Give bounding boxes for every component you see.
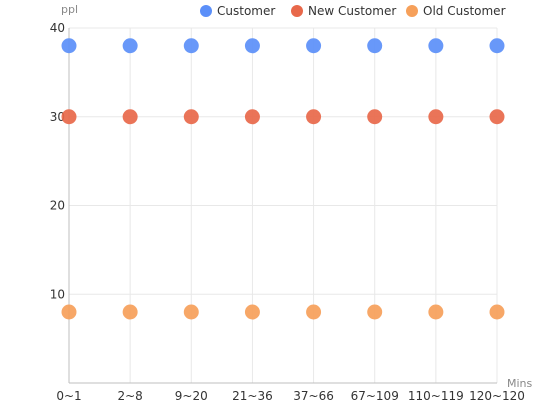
data-point-old-customer[interactable] — [428, 304, 444, 320]
legend-marker-icon — [291, 5, 303, 17]
legend-item-old-customer[interactable]: Old Customer — [406, 4, 506, 18]
legend-item-customer[interactable]: Customer — [200, 4, 275, 18]
legend-marker-icon — [200, 5, 212, 17]
data-point-customer[interactable] — [428, 38, 444, 54]
data-point-new-customer[interactable] — [183, 109, 199, 125]
legend-label: New Customer — [308, 4, 396, 18]
data-point-customer[interactable] — [244, 38, 260, 54]
legend-label: Customer — [217, 4, 275, 18]
y-axis-label: ppl — [61, 3, 78, 16]
data-point-old-customer[interactable] — [183, 304, 199, 320]
x-tick-label: 37~66 — [293, 389, 334, 403]
x-tick-label: 9~20 — [175, 389, 208, 403]
y-tick-label: 30 — [50, 110, 65, 124]
data-point-new-customer[interactable] — [489, 109, 505, 125]
x-tick-label: 67~109 — [351, 389, 399, 403]
data-point-new-customer[interactable] — [428, 109, 444, 125]
data-point-new-customer[interactable] — [244, 109, 260, 125]
x-axis-label: Mins — [507, 377, 533, 390]
data-point-new-customer[interactable] — [306, 109, 322, 125]
legend-label: Old Customer — [423, 4, 506, 18]
data-point-customer[interactable] — [122, 38, 138, 54]
data-point-old-customer[interactable] — [306, 304, 322, 320]
data-point-customer[interactable] — [489, 38, 505, 54]
data-point-customer[interactable] — [367, 38, 383, 54]
x-tick-label: 2~8 — [117, 389, 142, 403]
data-point-customer[interactable] — [183, 38, 199, 54]
data-point-new-customer[interactable] — [61, 109, 77, 125]
data-point-old-customer[interactable] — [244, 304, 260, 320]
axis-layer: 10 20 30 40 0~1 2~8 9~20 21~36 37~66 67~109 110~11… — [50, 3, 533, 403]
data-point-old-customer[interactable] — [61, 304, 77, 320]
data-point-customer[interactable] — [306, 38, 322, 54]
data-point-old-customer[interactable] — [489, 304, 505, 320]
grid-layer — [68, 27, 498, 383]
points-layer — [61, 38, 505, 320]
legend-marker-icon — [406, 5, 418, 17]
legend[interactable]: Customer New Customer Old Customer — [200, 4, 506, 18]
data-point-customer[interactable] — [61, 38, 77, 54]
data-point-old-customer[interactable] — [367, 304, 383, 320]
data-point-new-customer[interactable] — [122, 109, 138, 125]
y-tick-label: 40 — [50, 21, 65, 35]
legend-item-new-customer[interactable]: New Customer — [291, 4, 396, 18]
x-tick-label: 110~119 — [408, 389, 464, 403]
y-tick-label: 10 — [50, 287, 65, 301]
data-point-old-customer[interactable] — [122, 304, 138, 320]
y-tick-label: 20 — [50, 199, 65, 213]
x-tick-label: 120~120 — [469, 389, 525, 403]
x-tick-label: 21~36 — [232, 389, 273, 403]
data-point-new-customer[interactable] — [367, 109, 383, 125]
x-tick-label: 0~1 — [56, 389, 81, 403]
